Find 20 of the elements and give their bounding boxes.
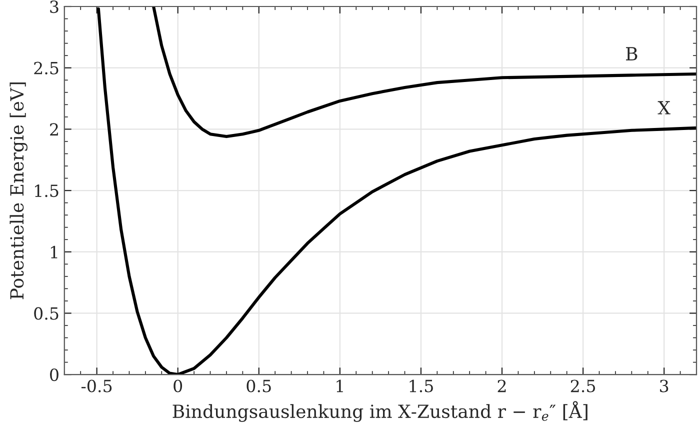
y-tick-label: 1.5 [35, 184, 58, 198]
x-tick-label: 2 [498, 380, 506, 392]
x-tick-label: 0 [174, 380, 182, 392]
series-label: X [658, 101, 670, 114]
y-tick-label: 0.5 [34, 307, 58, 320]
x-tick-label: -0.5 [81, 380, 112, 392]
y-tick-label: 2 [50, 123, 58, 136]
y-tick-label: 1 [50, 246, 58, 258]
y-tick-label: 0 [50, 368, 58, 382]
series-label: B [626, 47, 638, 60]
x-tick-label: 1 [336, 380, 343, 392]
y-tick-label: 2.5 [34, 62, 58, 74]
line-series [152, 6, 696, 138]
y-tick-label: 3 [50, 0, 58, 14]
x-tick-label: 2.5 [570, 380, 596, 392]
x-tick-label: 1.5 [410, 380, 433, 392]
x-tick-label: 3 [660, 380, 668, 392]
x-axis-title: Bindungsauslenkung im X-Zustand r − r$_{e}$″ [Å] [172, 401, 588, 422]
x-tick-label: 0.5 [246, 380, 271, 392]
y-axis-title: Potentielle Energie [eV] [10, 82, 28, 300]
